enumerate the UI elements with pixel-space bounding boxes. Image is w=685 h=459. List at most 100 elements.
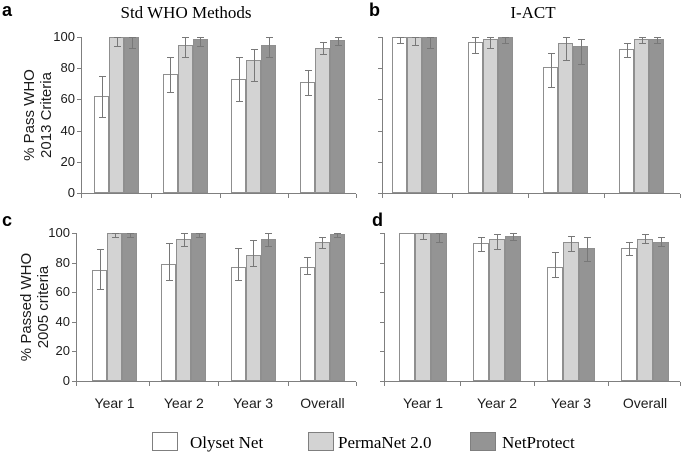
bar bbox=[314, 241, 330, 381]
bar bbox=[649, 38, 665, 193]
error-bar-cap bbox=[547, 86, 555, 88]
y-tick bbox=[72, 262, 76, 264]
x-tick bbox=[680, 382, 681, 386]
bar bbox=[122, 233, 137, 381]
x-tick bbox=[528, 194, 530, 198]
error-bar-cap bbox=[638, 43, 646, 45]
bar bbox=[191, 233, 207, 381]
error-bar-line bbox=[555, 252, 556, 278]
error-bar-cap bbox=[420, 233, 427, 234]
error-bar-cap bbox=[642, 243, 649, 245]
x-category-label: Year 3 bbox=[551, 395, 591, 411]
y-axis bbox=[384, 233, 385, 381]
panel-letter-b: b bbox=[369, 0, 380, 20]
error-bar-cap bbox=[502, 37, 510, 38]
error-bar-line bbox=[497, 234, 498, 250]
error-bar-line bbox=[253, 240, 255, 266]
bar bbox=[619, 49, 635, 193]
bar bbox=[107, 233, 122, 381]
y-tick bbox=[378, 193, 382, 194]
error-bar-cap bbox=[265, 37, 273, 38]
bar bbox=[192, 38, 208, 193]
bar bbox=[422, 37, 437, 193]
error-bar-cap bbox=[436, 241, 443, 243]
y-tick bbox=[380, 351, 384, 353]
panel-letter-a: a bbox=[2, 0, 13, 20]
y-tick bbox=[77, 161, 81, 163]
error-bar-cap bbox=[472, 52, 480, 54]
error-bar-cap bbox=[111, 237, 119, 239]
error-bar-cap bbox=[658, 237, 665, 239]
x-tick bbox=[218, 382, 220, 386]
error-bar-cap bbox=[128, 37, 136, 38]
y-tick bbox=[378, 130, 382, 132]
error-bar-cap bbox=[304, 69, 312, 71]
y-tick bbox=[380, 381, 384, 382]
error-bar-cap bbox=[642, 234, 649, 236]
error-bar-cap bbox=[195, 237, 203, 239]
error-bar-cap bbox=[584, 237, 591, 239]
error-bar-cap bbox=[426, 37, 434, 38]
error-bar-line bbox=[322, 41, 324, 55]
error-bar-cap bbox=[319, 237, 327, 239]
x-category-label: Year 3 bbox=[233, 395, 274, 411]
error-bar-cap bbox=[96, 249, 104, 251]
error-bar-line bbox=[268, 37, 270, 58]
error-bar-line bbox=[185, 37, 187, 58]
error-bar-cap bbox=[182, 37, 190, 38]
x-category-label: Year 1 bbox=[94, 395, 135, 411]
error-bar-cap bbox=[180, 233, 188, 234]
bar bbox=[177, 44, 193, 193]
bar bbox=[261, 44, 277, 193]
error-bar-cap bbox=[126, 237, 134, 239]
bar bbox=[634, 38, 650, 193]
x-axis bbox=[76, 381, 356, 382]
legend-label-permanet: PermaNet 2.0 bbox=[338, 433, 432, 452]
y-tick-label: 0 bbox=[62, 373, 70, 388]
x-tick bbox=[81, 194, 82, 198]
error-bar-cap bbox=[304, 256, 312, 258]
error-bar-cap bbox=[182, 57, 190, 59]
bar bbox=[260, 238, 276, 381]
error-bar-cap bbox=[167, 91, 175, 93]
x-category-label: Overall bbox=[622, 395, 668, 411]
error-bar-line bbox=[423, 233, 424, 239]
x-tick bbox=[150, 194, 152, 198]
bar bbox=[407, 37, 422, 193]
y-axis bbox=[76, 233, 77, 381]
error-bar-cap bbox=[487, 47, 495, 49]
panel-letter-d: d bbox=[372, 210, 383, 230]
error-bar-cap bbox=[487, 37, 495, 38]
legend-label-netprotect: NetProtect bbox=[502, 433, 575, 452]
error-bar-line bbox=[641, 37, 643, 44]
y-axis-title-line: % Passed WHO bbox=[18, 252, 35, 362]
x-tick bbox=[680, 194, 681, 198]
error-bar-cap bbox=[304, 94, 312, 96]
error-bar-cap bbox=[623, 43, 631, 45]
error-bar-line bbox=[439, 233, 440, 242]
error-bar-line bbox=[131, 37, 133, 48]
error-bar-cap bbox=[494, 249, 501, 251]
error-bar-line bbox=[170, 57, 172, 92]
error-bar-cap bbox=[197, 37, 205, 38]
x-tick bbox=[452, 194, 454, 198]
y-tick-label: 0 bbox=[67, 185, 75, 200]
y-tick bbox=[378, 161, 382, 163]
error-bar-cap bbox=[653, 43, 661, 45]
error-bar-line bbox=[183, 233, 185, 247]
error-bar-cap bbox=[577, 38, 585, 40]
bar bbox=[482, 38, 498, 193]
y-tick-label: 40 bbox=[60, 122, 75, 138]
bar bbox=[329, 234, 345, 381]
y-tick bbox=[378, 37, 382, 38]
panel-letter-c: c bbox=[2, 210, 13, 230]
error-bar-line bbox=[565, 37, 567, 61]
y-axis bbox=[81, 37, 82, 193]
error-bar-cap bbox=[638, 37, 646, 38]
y-tick bbox=[72, 233, 76, 234]
error-bar-cap bbox=[623, 57, 631, 59]
error-bar-cap bbox=[235, 280, 243, 282]
x-category-label: Overall bbox=[300, 395, 345, 411]
y-tick bbox=[380, 292, 384, 294]
